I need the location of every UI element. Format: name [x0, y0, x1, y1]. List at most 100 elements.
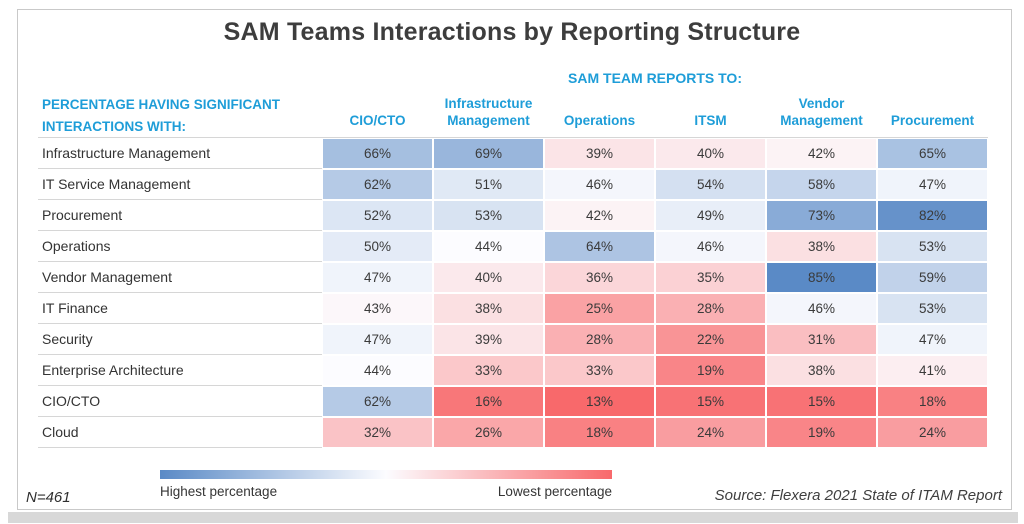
legend-low-label: Lowest percentage	[497, 484, 612, 499]
row-label: Procurement	[38, 200, 322, 231]
heatmap-cell: 28%	[655, 293, 766, 324]
heatmap-cell: 58%	[766, 169, 877, 200]
row-label: Infrastructure Management	[38, 138, 322, 169]
color-scale-legend-bar	[160, 470, 612, 479]
heatmap-cell: 54%	[655, 169, 766, 200]
heatmap-cell: 42%	[766, 138, 877, 169]
row-group-label-line2: INTERACTIONS WITH:	[42, 118, 186, 134]
heatmap-cell: 69%	[433, 138, 544, 169]
legend-high-label: Highest percentage	[160, 484, 278, 499]
column-header: Operations	[563, 113, 636, 129]
heatmap-cell: 40%	[655, 138, 766, 169]
table-row: Procurement 52% 53% 42% 49% 73% 82%	[38, 200, 988, 231]
table-row: Infrastructure Management 66% 69% 39% 40% 42%…	[38, 138, 988, 169]
heatmap-cell: 42%	[544, 200, 655, 231]
column-header: CIO/CTO	[349, 113, 406, 129]
heatmap-cell: 82%	[877, 200, 988, 231]
row-label: Cloud	[38, 417, 322, 448]
heatmap-cell: 15%	[766, 386, 877, 417]
row-group-label-line1: PERCENTAGE HAVING SIGNIFICANT	[42, 97, 281, 112]
row-label: CIO/CTO	[38, 386, 322, 417]
table-row: Security 47% 39% 28% 22% 31% 47%	[38, 324, 988, 355]
heatmap-cell: 24%	[655, 417, 766, 448]
heatmap-cell: 43%	[322, 293, 433, 324]
heatmap-cell: 38%	[766, 231, 877, 262]
heatmap-cell: 31%	[766, 324, 877, 355]
heatmap-cell: 44%	[433, 231, 544, 262]
heatmap-cell: 38%	[766, 355, 877, 386]
heatmap-cell: 73%	[766, 200, 877, 231]
heatmap-cell: 62%	[322, 169, 433, 200]
table-row: Operations 50% 44% 64% 46% 38% 53%	[38, 231, 988, 262]
heatmap-cell: 26%	[433, 417, 544, 448]
heatmap-cell: 36%	[544, 262, 655, 293]
row-label: Security	[38, 324, 322, 355]
heatmap-cell: 18%	[877, 386, 988, 417]
source-attribution: Source: Flexera 2021 State of ITAM Repor…	[714, 487, 1002, 504]
heatmap-cell: 22%	[655, 324, 766, 355]
slide-bottom-strip	[8, 512, 1018, 523]
heatmap-cell: 53%	[877, 231, 988, 262]
heatmap-cell: 25%	[544, 293, 655, 324]
column-header: Procurement	[890, 113, 975, 129]
row-group-label: PERCENTAGE HAVING SIGNIFICANT INTERACTIO…	[42, 94, 322, 137]
table-row: CIO/CTO 62% 16% 13% 15% 15% 18%	[38, 386, 988, 417]
heatmap-cell: 53%	[877, 293, 988, 324]
heatmap-cell: 51%	[433, 169, 544, 200]
heatmap-cell: 13%	[544, 386, 655, 417]
heatmap-cell: 47%	[877, 169, 988, 200]
heatmap-cell: 47%	[322, 262, 433, 293]
heatmap-cell: 39%	[433, 324, 544, 355]
heatmap-cell: 16%	[433, 386, 544, 417]
heatmap-cell: 47%	[877, 324, 988, 355]
column-header: ITSM	[694, 113, 727, 129]
heatmap-cell: 64%	[544, 231, 655, 262]
row-label: Vendor Management	[38, 262, 322, 293]
row-label: Operations	[38, 231, 322, 262]
column-header: Infrastructure Management	[444, 96, 533, 129]
heatmap-cell: 15%	[655, 386, 766, 417]
heatmap-cell: 46%	[544, 169, 655, 200]
heatmap-cell: 33%	[433, 355, 544, 386]
heatmap-cell: 19%	[655, 355, 766, 386]
heatmap-cell: 62%	[322, 386, 433, 417]
row-label: IT Service Management	[38, 169, 322, 200]
table-row: IT Finance 43% 38% 25% 28% 46% 53%	[38, 293, 988, 324]
row-label: IT Finance	[38, 293, 322, 324]
heatmap-cell: 53%	[433, 200, 544, 231]
heatmap-cell: 32%	[322, 417, 433, 448]
heatmap-cell: 44%	[322, 355, 433, 386]
heatmap-cell: 39%	[544, 138, 655, 169]
heatmap-cell: 50%	[322, 231, 433, 262]
heatmap-cell: 24%	[877, 417, 988, 448]
row-label: Enterprise Architecture	[38, 355, 322, 386]
heatmap-cell: 49%	[655, 200, 766, 231]
column-header: Vendor Management	[780, 96, 863, 129]
table-row: Cloud 32% 26% 18% 24% 19% 24%	[38, 417, 988, 448]
heatmap-cell: 28%	[544, 324, 655, 355]
table-row: Enterprise Architecture 44% 33% 33% 19% 38% 41…	[38, 355, 988, 386]
heatmap-cell: 40%	[433, 262, 544, 293]
column-headers: CIO/CTO Infrastructure Management Operatio…	[322, 90, 988, 134]
heatmap-cell: 33%	[544, 355, 655, 386]
heatmap-cell: 46%	[655, 231, 766, 262]
heatmap-cell: 18%	[544, 417, 655, 448]
heatmap-cell: 46%	[766, 293, 877, 324]
table-row: IT Service Management 62% 51% 46% 54% 58% 47%	[38, 169, 988, 200]
heatmap-cell: 38%	[433, 293, 544, 324]
heatmap-cell: 66%	[322, 138, 433, 169]
heatmap-cell: 52%	[322, 200, 433, 231]
column-group-label: SAM TEAM REPORTS TO:	[568, 70, 742, 86]
heatmap-cell: 35%	[655, 262, 766, 293]
sample-size-label: N=461	[26, 489, 71, 506]
heatmap-cell: 19%	[766, 417, 877, 448]
heatmap-cell: 59%	[877, 262, 988, 293]
heatmap-cell: 47%	[322, 324, 433, 355]
table-row: Vendor Management 47% 40% 36% 35% 85% 59%	[38, 262, 988, 293]
heatmap-table: Infrastructure Management 66% 69% 39% 40% 42%…	[38, 137, 988, 448]
heatmap-cell: 41%	[877, 355, 988, 386]
heatmap-cell: 85%	[766, 262, 877, 293]
chart-title: SAM Teams Interactions by Reporting Stru…	[223, 18, 801, 46]
heatmap-cell: 65%	[877, 138, 988, 169]
